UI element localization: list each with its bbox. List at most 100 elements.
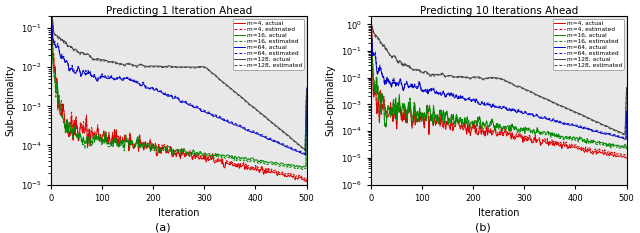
Line: m=16, estimated: m=16, estimated xyxy=(52,28,307,170)
X-axis label: Iteration: Iteration xyxy=(478,208,520,218)
Title: Predicting 10 Iterations Ahead: Predicting 10 Iterations Ahead xyxy=(420,6,578,16)
m=64, estimated xyxy=(200,109,207,112)
Y-axis label: Sub-optimality: Sub-optimality xyxy=(326,65,335,136)
m=16, estimated xyxy=(48,27,56,30)
m=16, actual xyxy=(616,145,624,148)
m=4, estimated xyxy=(506,129,513,131)
m=4, actual xyxy=(622,157,630,160)
m=64, actual xyxy=(623,109,630,112)
Text: (b): (b) xyxy=(476,223,491,233)
m=4, actual xyxy=(520,138,527,141)
m=16, actual xyxy=(257,159,264,162)
m=64, estimated xyxy=(622,137,630,140)
Legend: m=4, actual, m=4, estimated, m=16, actual, m=16, estimated, m=64, actual, m=64, : m=4, actual, m=4, estimated, m=16, actua… xyxy=(232,19,303,69)
m=128, actual xyxy=(303,89,310,91)
m=16, estimated xyxy=(616,147,624,149)
m=4, actual xyxy=(303,179,310,182)
m=4, estimated xyxy=(170,149,178,151)
m=16, actual xyxy=(169,150,177,153)
Line: m=128, estimated: m=128, estimated xyxy=(52,11,307,151)
m=128, estimated xyxy=(520,88,527,90)
m=128, actual xyxy=(577,113,584,116)
Line: m=16, estimated: m=16, estimated xyxy=(372,38,627,149)
m=64, estimated xyxy=(257,133,264,136)
m=128, actual xyxy=(623,86,630,89)
m=4, estimated xyxy=(490,126,498,129)
Line: m=128, actual: m=128, actual xyxy=(372,26,627,134)
m=128, actual xyxy=(490,76,498,79)
m=4, estimated xyxy=(489,131,497,134)
m=64, actual xyxy=(296,151,304,154)
m=16, actual xyxy=(506,124,513,127)
Line: m=16, actual: m=16, actual xyxy=(372,37,627,147)
m=64, actual xyxy=(490,106,498,108)
m=128, actual xyxy=(169,65,177,68)
m=128, actual xyxy=(520,87,527,90)
m=4, estimated xyxy=(200,154,207,156)
m=128, actual xyxy=(368,24,376,27)
m=16, estimated xyxy=(506,126,513,129)
m=64, estimated xyxy=(490,105,498,107)
m=16, estimated xyxy=(186,154,193,157)
m=128, actual xyxy=(257,112,264,114)
m=16, actual xyxy=(623,146,630,149)
m=16, estimated xyxy=(170,153,178,155)
m=128, actual xyxy=(506,81,513,83)
m=128, estimated xyxy=(623,87,630,90)
m=64, estimated xyxy=(489,104,497,106)
m=16, actual xyxy=(296,165,304,168)
m=64, estimated xyxy=(368,36,376,39)
m=16, estimated xyxy=(169,152,177,155)
m=4, estimated xyxy=(520,136,527,139)
m=128, actual xyxy=(489,76,497,79)
m=16, actual xyxy=(299,166,307,169)
m=4, actual xyxy=(169,154,177,157)
m=4, actual xyxy=(257,168,264,171)
m=128, estimated xyxy=(489,77,497,79)
m=64, actual xyxy=(577,126,584,128)
m=4, actual xyxy=(368,25,376,27)
m=64, actual xyxy=(506,109,513,112)
m=128, estimated xyxy=(301,149,309,152)
m=128, estimated xyxy=(490,77,498,80)
m=128, estimated xyxy=(368,25,376,27)
m=64, estimated xyxy=(616,135,624,138)
m=16, actual xyxy=(489,120,497,123)
m=128, estimated xyxy=(303,89,310,92)
m=16, estimated xyxy=(490,127,498,129)
Line: m=4, estimated: m=4, estimated xyxy=(52,0,307,180)
Text: (a): (a) xyxy=(156,223,171,233)
m=16, actual xyxy=(577,137,584,140)
m=64, estimated xyxy=(186,103,193,105)
m=4, estimated xyxy=(186,152,193,155)
Line: m=16, actual: m=16, actual xyxy=(52,29,307,168)
m=64, estimated xyxy=(577,124,584,127)
m=4, estimated xyxy=(577,145,584,148)
m=4, estimated xyxy=(623,154,630,157)
Line: m=4, actual: m=4, actual xyxy=(52,0,307,182)
m=128, actual xyxy=(621,133,629,136)
m=4, actual xyxy=(200,156,207,158)
m=128, estimated xyxy=(170,66,178,69)
m=4, actual xyxy=(623,157,630,159)
m=128, estimated xyxy=(296,145,304,148)
m=16, actual xyxy=(490,125,498,127)
m=16, actual xyxy=(186,153,193,155)
m=16, actual xyxy=(368,35,376,38)
Title: Predicting 1 Iteration Ahead: Predicting 1 Iteration Ahead xyxy=(106,6,252,16)
X-axis label: Iteration: Iteration xyxy=(158,208,200,218)
m=128, actual xyxy=(296,144,304,147)
m=4, estimated xyxy=(616,152,624,155)
Line: m=4, estimated: m=4, estimated xyxy=(372,25,627,156)
m=64, actual xyxy=(368,38,376,41)
m=64, actual xyxy=(616,136,624,139)
m=128, estimated xyxy=(506,82,513,84)
m=16, estimated xyxy=(296,168,304,170)
m=4, estimated xyxy=(368,24,376,26)
m=128, actual xyxy=(301,148,309,151)
m=64, actual xyxy=(170,97,178,99)
m=4, estimated xyxy=(302,178,310,181)
m=16, estimated xyxy=(257,161,264,164)
m=64, estimated xyxy=(301,152,309,155)
m=4, estimated xyxy=(622,155,630,158)
